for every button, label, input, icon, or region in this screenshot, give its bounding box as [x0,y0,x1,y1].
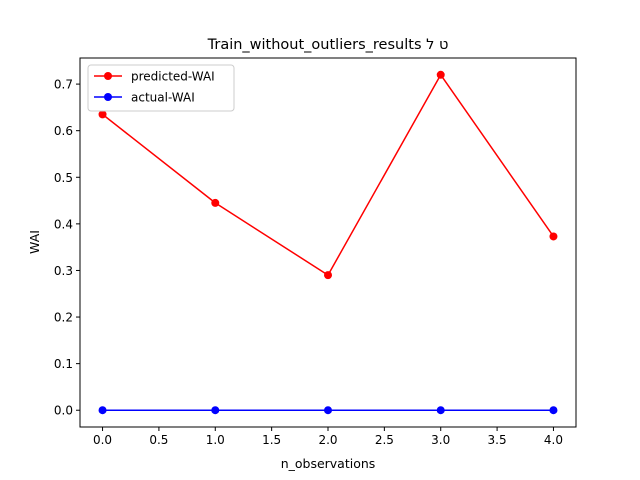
x-axis-label: n_observations [281,456,376,471]
plot-area: 0.0 0.5 1.0 1.5 2.0 2.5 3.0 3.5 4.0 0.0 0.1 0.2 0.3 0… [54,70,563,447]
axes-frame [79,57,577,428]
data-point-predicted-WAI [549,232,558,241]
data-point-actual-WAI [324,406,332,415]
legend-swatch-marker [104,93,112,101]
y-tick-label: 0.6 [54,124,73,138]
x-tick-label: 0.5 [149,433,168,447]
data-point-actual-WAI [549,406,558,415]
x-tick-label: 4.0 [544,433,563,447]
x-tick-label: 1.5 [262,433,281,447]
y-tick-label: 0.5 [54,171,73,185]
chart-title: Train_without_outliers_results ט ל [207,37,449,53]
y-tick-label: 0.0 [54,404,73,418]
x-tick-label: 0.0 [93,433,112,447]
data-point-predicted-WAI [211,198,220,207]
data-point-predicted-WAI [436,70,445,79]
x-tick-label: 3.5 [488,433,507,447]
y-tick-label: 0.3 [54,264,73,278]
data-point-predicted-WAI [98,110,107,119]
y-axis-label: WAI [27,230,42,254]
legend: predicted-WAI actual-WAI [87,64,235,112]
legend-label: actual-WAI [131,91,195,105]
legend-box [87,64,235,112]
data-point-actual-WAI [211,406,220,415]
data-point-actual-WAI [98,406,107,415]
y-tick-label: 0.7 [54,78,73,92]
data-point-predicted-WAI [324,271,332,280]
x-tick-label: 2.0 [318,433,337,447]
data-point-actual-WAI [436,406,445,415]
y-tick-label: 0.4 [54,217,73,231]
x-tick-label: 3.0 [431,433,450,447]
y-tick-label: 0.2 [54,311,73,325]
x-tick-label: 2.5 [375,433,394,447]
legend-swatch-marker [104,72,112,80]
y-tick-label: 0.1 [54,357,73,371]
legend-label: predicted-WAI [131,70,215,84]
x-tick-label: 1.0 [206,433,225,447]
